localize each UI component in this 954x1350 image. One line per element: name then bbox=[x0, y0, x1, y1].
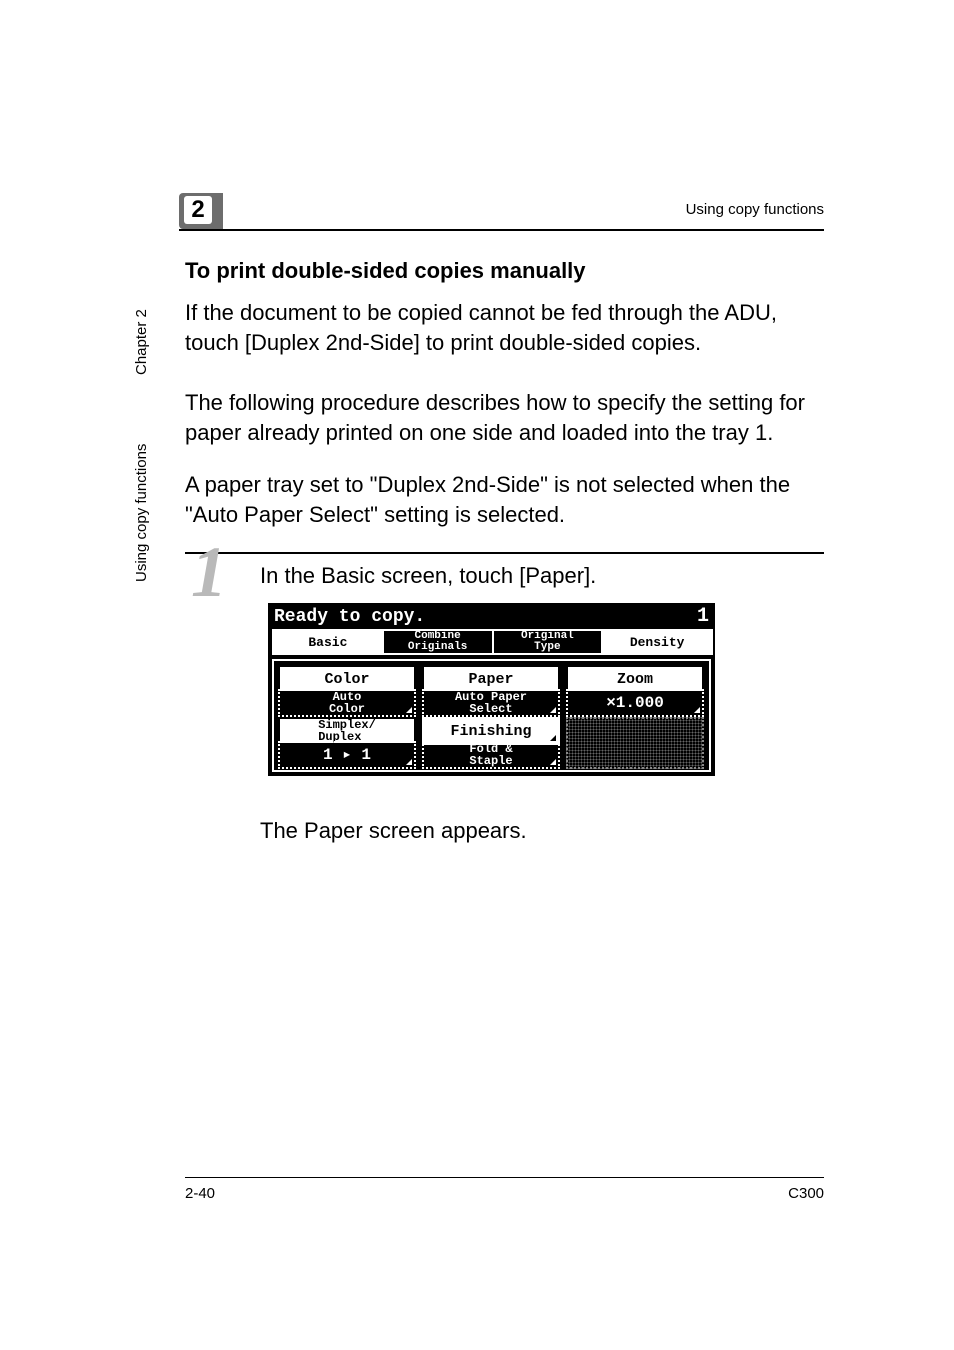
manual-page: 2 Using copy functions Chapter 2 Using c… bbox=[0, 0, 954, 1350]
lcd-tab-original-type[interactable]: Original Type bbox=[492, 629, 604, 655]
step-result-text: The Paper screen appears. bbox=[260, 818, 527, 844]
chapter-number-box: 2 bbox=[179, 193, 223, 229]
lcd-fold-l2: Staple bbox=[469, 754, 512, 768]
submenu-indicator-icon bbox=[694, 707, 700, 713]
lcd-body: Color Paper Zoom Auto Color Auto Paper S… bbox=[272, 659, 711, 772]
lcd-finishing-head: Finishing bbox=[450, 724, 531, 739]
lcd-simplex-button[interactable]: 1 ▸ 1 bbox=[278, 741, 416, 769]
section-heading: To print double-sided copies manually bbox=[185, 258, 586, 284]
paragraph-3: A paper tray set to "Duplex 2nd-Side" is… bbox=[185, 470, 824, 529]
lcd-color-value: Auto Color bbox=[329, 691, 365, 715]
lcd-paper-value: Auto Paper Select bbox=[455, 691, 527, 715]
lcd-disabled-area bbox=[566, 717, 704, 769]
paragraph-2: The following procedure describes how to… bbox=[185, 388, 824, 447]
lcd-color-button[interactable]: Auto Color bbox=[278, 689, 416, 717]
footer-model: C300 bbox=[788, 1185, 824, 1202]
lcd-tab-density-label: Density bbox=[630, 636, 685, 649]
lcd-tab-original-label: Original Type bbox=[521, 631, 574, 653]
submenu-indicator-icon bbox=[406, 707, 412, 713]
lcd-status-line: Ready to copy. bbox=[274, 607, 425, 627]
lcd-tab-combine-l2: Originals bbox=[408, 641, 467, 653]
sidebar-section-title: Using copy functions bbox=[133, 444, 150, 582]
lcd-fold-staple-button[interactable]: Fold & Staple bbox=[422, 741, 560, 769]
chapter-number: 2 bbox=[184, 196, 212, 224]
lcd-paper-value-l2: Select bbox=[469, 702, 512, 716]
step-instruction: In the Basic screen, touch [Paper]. bbox=[260, 563, 824, 589]
lcd-color-value-l2: Color bbox=[329, 702, 365, 716]
lcd-tab-basic[interactable]: Basic bbox=[272, 629, 384, 655]
lcd-tab-basic-label: Basic bbox=[308, 636, 347, 649]
step-separator-rule bbox=[185, 552, 824, 554]
page-header: 2 Using copy functions bbox=[179, 197, 824, 229]
paragraph-1: If the document to be copied cannot be f… bbox=[185, 298, 824, 357]
lcd-zoom-button[interactable]: ×1.000 bbox=[566, 689, 704, 717]
step-number: 1 bbox=[191, 536, 227, 608]
lcd-tab-combine-label: Combine Originals bbox=[408, 631, 467, 653]
lcd-paper-button[interactable]: Auto Paper Select bbox=[422, 689, 560, 717]
sidebar-chapter-label: Chapter 2 bbox=[133, 309, 150, 375]
footer-rule bbox=[185, 1177, 824, 1178]
lcd-tab-combine[interactable]: Combine Originals bbox=[382, 629, 494, 655]
lcd-tab-original-l2: Type bbox=[534, 641, 560, 653]
running-title: Using copy functions bbox=[686, 201, 824, 218]
lcd-fold-staple-value: Fold & Staple bbox=[469, 743, 512, 767]
copier-lcd-screenshot: Ready to copy. 1 Basic Combine Originals… bbox=[268, 603, 715, 776]
submenu-indicator-icon bbox=[550, 759, 556, 765]
lcd-zoom-value: ×1.000 bbox=[606, 695, 664, 711]
header-rule bbox=[179, 229, 824, 231]
submenu-indicator-icon bbox=[406, 759, 412, 765]
footer-page-number: 2-40 bbox=[185, 1185, 215, 1202]
lcd-tab-density[interactable]: Density bbox=[601, 629, 713, 655]
lcd-copy-count: 1 bbox=[697, 605, 709, 628]
submenu-indicator-icon bbox=[550, 707, 556, 713]
lcd-tab-row: Basic Combine Originals Original Type De… bbox=[272, 629, 711, 655]
lcd-simplex-value: 1 ▸ 1 bbox=[323, 747, 371, 763]
